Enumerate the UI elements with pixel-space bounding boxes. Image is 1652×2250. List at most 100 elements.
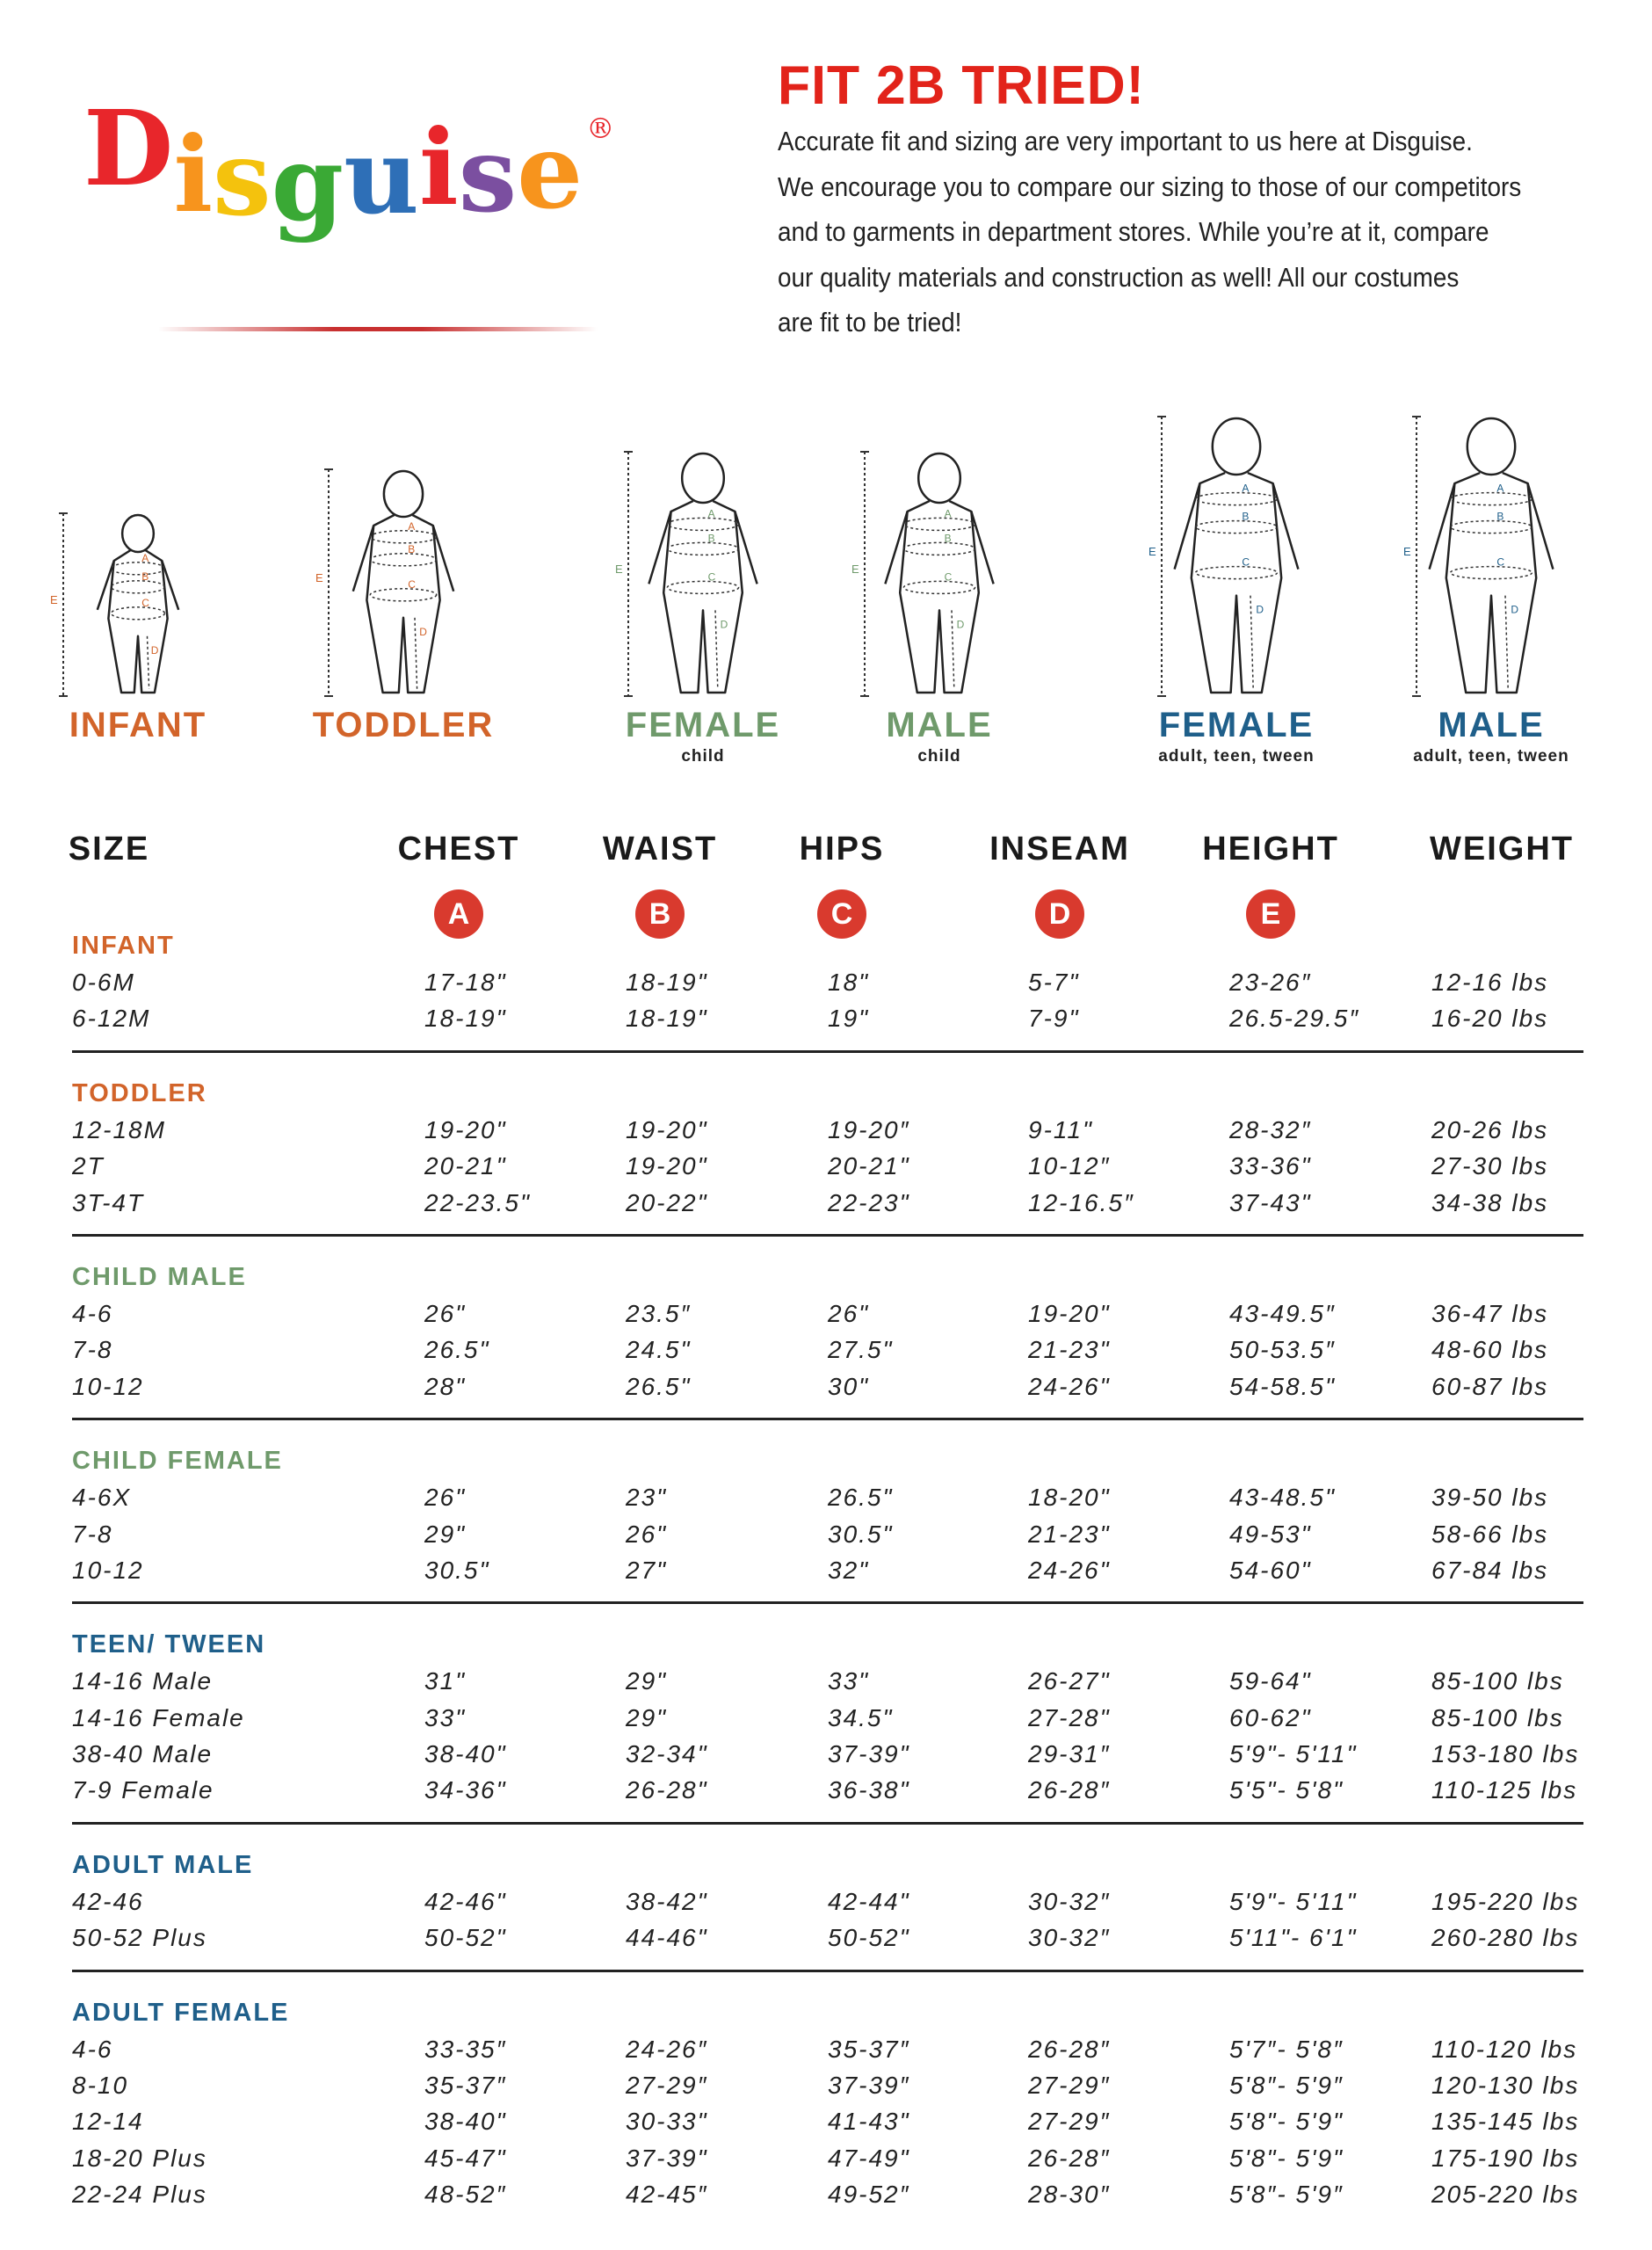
table-row: 2T 20-21" 19-20" 20-21" 10-12″ 33-36" 27-30 lb… xyxy=(72,1148,1583,1184)
cell-chest: 19-20" xyxy=(424,1115,507,1143)
table-row: 14-16 Female 33" 29" 34.5" 27-28" 60-62" 85-10… xyxy=(72,1700,1583,1736)
cell-size: 4-6 xyxy=(72,2035,113,2063)
measurement-letter-badge: B xyxy=(635,889,685,939)
cell-hips: 50-52" xyxy=(828,1924,910,1952)
svg-text:D: D xyxy=(721,618,728,630)
cell-waist: 24.5" xyxy=(626,1336,692,1364)
figure-sublabel: adult, teen, tween xyxy=(1158,747,1315,766)
cell-size: 6-12M xyxy=(72,1005,151,1033)
measurement-letter-badge: C xyxy=(817,889,866,939)
cell-chest: 18-19" xyxy=(424,1005,507,1033)
svg-text:B: B xyxy=(1242,511,1249,523)
column-header-hips: HIPS xyxy=(799,831,885,867)
size-section-teen-tween: TEEN/ TWEEN 14-16 Male 31" 29" 33" 26-27" 59-6… xyxy=(72,1627,1583,1809)
table-row: 14-16 Male 31" 29" 33" 26-27" 59-64" 85-100 lb… xyxy=(72,1663,1583,1699)
logo-letter: g xyxy=(271,122,344,244)
cell-inseam: 28-30″ xyxy=(1028,2181,1111,2209)
cell-size: 50-52 Plus xyxy=(72,1924,207,1952)
section-title: TEEN/ TWEEN xyxy=(72,1630,266,1659)
cell-hips: 19-20″ xyxy=(828,1115,910,1143)
size-section-adult-female: ADULT FEMALE 4-6 33-35″ 24-26″ 35-37″ 26-28″ 5… xyxy=(72,1995,1583,2213)
cell-size: 22-24 Plus xyxy=(72,2181,207,2209)
cell-height: 5'8"- 5'9" xyxy=(1229,2108,1344,2136)
cell-inseam: 26-28″ xyxy=(1028,2144,1111,2172)
cell-weight: 135-145 lbs xyxy=(1431,2108,1580,2136)
cell-chest: 34-36" xyxy=(424,1776,507,1804)
cell-height: 5'11"- 6'1" xyxy=(1229,1924,1358,1952)
column-header-weight: WEIGHT xyxy=(1430,831,1574,867)
table-row: 18-20 Plus 45-47" 37-39" 47-49" 26-28″ 5'8"- … xyxy=(72,2140,1583,2176)
cell-inseam: 27-29″ xyxy=(1028,2108,1111,2136)
cell-waist: 23" xyxy=(626,1484,668,1512)
cell-chest: 38-40" xyxy=(424,2108,507,2136)
cell-weight: 34-38 lbs xyxy=(1431,1188,1549,1216)
svg-text:E: E xyxy=(50,593,58,606)
cell-size: 14-16 Male xyxy=(72,1667,214,1695)
cell-height: 54-60" xyxy=(1229,1556,1312,1584)
cell-size: 8-10 xyxy=(72,2072,129,2100)
figure-female-child-icon: E A B C D xyxy=(615,451,758,697)
svg-text:B: B xyxy=(945,532,952,544)
cell-inseam: 24-26" xyxy=(1028,1372,1111,1400)
section-divider xyxy=(72,1233,1583,1237)
column-header-height: HEIGHT xyxy=(1202,831,1339,867)
logo-letter: s xyxy=(213,117,272,239)
table-row: 12-14 38-40" 30-33" 41-43" 27-29″ 5'8"- 5'9" 1… xyxy=(72,2103,1583,2139)
figure-sublabel: adult, teen, tween xyxy=(1413,747,1569,766)
cell-hips: 36-38" xyxy=(828,1776,910,1804)
figure-label: TODDLER xyxy=(312,706,495,744)
svg-text:D: D xyxy=(957,618,965,630)
table-row: 3T-4T 22-23.5" 20-22" 22-23" 12-16.5″ 37-43" 3… xyxy=(72,1185,1583,1221)
cell-weight: 48-60 lbs xyxy=(1431,1336,1549,1364)
section-divider xyxy=(72,1049,1583,1053)
svg-text:C: C xyxy=(708,570,716,583)
section-title: TODDLER xyxy=(72,1078,207,1107)
cell-waist: 37-39" xyxy=(626,2144,708,2172)
cell-hips: 18" xyxy=(828,969,870,996)
svg-text:A: A xyxy=(945,507,952,519)
figure-label: FEMALE xyxy=(1158,706,1315,744)
registered-mark: ® xyxy=(586,112,615,145)
section-divider xyxy=(72,1601,1583,1605)
cell-weight: 39-50 lbs xyxy=(1431,1484,1549,1512)
cell-height: 43-49.5″ xyxy=(1229,1299,1336,1327)
cell-weight: 195-220 lbs xyxy=(1431,1887,1580,1915)
figure-infant-baby-icon: E AB C D xyxy=(50,512,180,697)
cell-chest: 50-52" xyxy=(424,1924,507,1952)
cell-inseam: 30-32″ xyxy=(1028,1924,1111,1952)
cell-height: 43-48.5" xyxy=(1229,1484,1336,1512)
logo-letter: i xyxy=(173,113,214,236)
svg-text:B: B xyxy=(141,570,149,583)
cell-inseam: 27-28" xyxy=(1028,1703,1111,1731)
cell-chest: 17-18" xyxy=(424,969,507,996)
cell-waist: 23.5″ xyxy=(626,1299,692,1327)
figure-label: MALE xyxy=(886,706,993,744)
cell-weight: 205-220 lbs xyxy=(1431,2181,1580,2209)
column-header-waist: WAIST xyxy=(602,831,718,867)
table-row: 7-8 29" 26" 30.5" 21-23" 49-53" 58-66 lbs xyxy=(72,1516,1583,1552)
cell-waist: 27-29″ xyxy=(626,2072,708,2100)
cell-height: 37-43" xyxy=(1229,1188,1312,1216)
size-section-child-male: CHILD MALE 4-6 26" 23.5″ 26" 19-20" 43-49.5″ 36… xyxy=(72,1259,1583,1404)
cell-waist: 18-19" xyxy=(626,1005,708,1033)
intro-line: our quality materials and construction a… xyxy=(778,261,1460,293)
cell-hips: 26.5" xyxy=(828,1484,894,1512)
cell-hips: 49-52″ xyxy=(828,2181,910,2209)
cell-weight: 85-100 lbs xyxy=(1431,1703,1564,1731)
cell-chest: 35-37″ xyxy=(424,2072,507,2100)
cell-hips: 34.5" xyxy=(828,1703,894,1731)
cell-size: 18-20 Plus xyxy=(72,2144,207,2172)
table-row: 0-6M 17-18" 18-19" 18" 5-7" 23-26″ 12-16 lbs xyxy=(72,964,1583,1000)
logo-underline xyxy=(158,327,598,331)
cell-waist: 20-22" xyxy=(626,1188,708,1216)
cell-height: 49-53" xyxy=(1229,1520,1312,1548)
cell-weight: 260-280 lbs xyxy=(1431,1924,1580,1952)
cell-chest: 33-35″ xyxy=(424,2035,507,2063)
cell-waist: 32-34" xyxy=(626,1740,708,1768)
cell-waist: 38-42" xyxy=(626,1887,708,1915)
cell-hips: 19" xyxy=(828,1005,870,1033)
cell-height: 23-26″ xyxy=(1229,969,1312,996)
cell-chest: 42-46" xyxy=(424,1887,507,1915)
cell-hips: 37-39″ xyxy=(828,2072,910,2100)
